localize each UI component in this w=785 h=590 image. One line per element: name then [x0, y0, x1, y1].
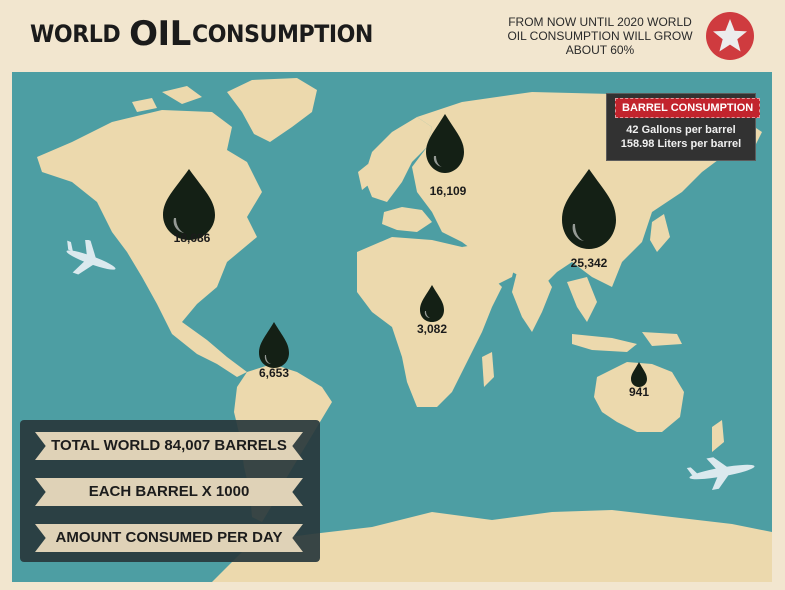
- title-consumption: CONSUMPTION: [191, 20, 373, 48]
- page-title: WORLD OILCONSUMPTION: [30, 14, 388, 54]
- value-north-america: 18,686: [173, 231, 211, 245]
- star-icon: [713, 19, 747, 52]
- multiplier-ribbon: EACH BARREL X 1000: [35, 478, 303, 506]
- barrel-info-title: BARREL CONSUMPTION: [615, 98, 761, 118]
- gallons-per-barrel: 42 Gallons per barrel: [626, 124, 736, 136]
- forecast-line-2: OIL CONSUMPTION WILL GROW: [507, 29, 693, 43]
- title-oil: OIL: [129, 14, 191, 54]
- oil-drop-australia: [631, 362, 647, 387]
- stats-panel: TOTAL WORLD 84,007 BARRELS EACH BARREL X…: [20, 420, 320, 562]
- star-badge: [706, 12, 754, 60]
- airplane-icon: [686, 457, 755, 490]
- value-africa: 3,082: [416, 322, 448, 336]
- oil-drop-asia: [562, 169, 616, 249]
- value-europe: 16,109: [429, 184, 467, 198]
- forecast-note: FROM NOW UNTIL 2020 WORLD OIL CONSUMPTIO…: [495, 15, 705, 57]
- total-barrels-ribbon: TOTAL WORLD 84,007 BARRELS: [35, 432, 303, 460]
- oil-drop-south-america: [259, 322, 289, 368]
- forecast-line-3: ABOUT 60%: [565, 43, 635, 57]
- unit-ribbon: AMOUNT CONSUMED PER DAY: [35, 524, 303, 552]
- value-asia: 25,342: [570, 256, 608, 270]
- barrel-info-box: BARREL CONSUMPTION 42 Gallons per barrel…: [606, 93, 761, 161]
- value-australia: 941: [628, 385, 650, 399]
- title-world: WORLD: [30, 20, 121, 48]
- airplane-icon: [66, 240, 116, 275]
- map-land: [37, 78, 772, 582]
- value-south-america: 6,653: [258, 366, 290, 380]
- liters-per-barrel: 158.98 Liters per barrel: [620, 138, 742, 150]
- header: WORLD OILCONSUMPTION FROM NOW UNTIL 2020 …: [0, 0, 785, 72]
- forecast-line-1: FROM NOW UNTIL 2020 WORLD: [508, 15, 692, 29]
